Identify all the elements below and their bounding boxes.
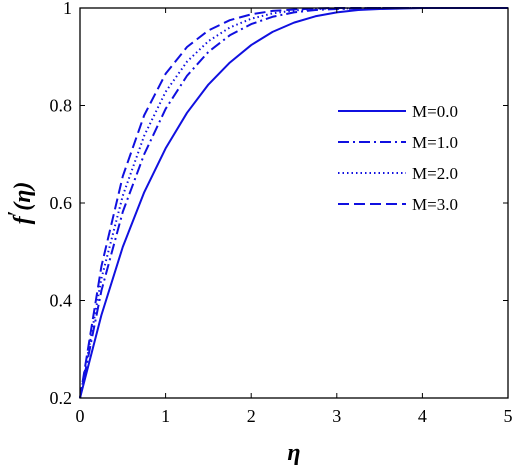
y-tick-label: 0.8 [50,96,73,116]
svg-text:f′(η): f′(η) [4,182,36,225]
x-tick-label: 1 [161,406,170,426]
y-tick-label: 0.6 [50,193,73,213]
x-tick-label: 5 [504,406,512,426]
legend-label-1: M=0.0 [412,102,458,121]
legend-label-4: M=3.0 [412,195,458,214]
legend-label-3: M=2.0 [412,164,458,183]
ticks-layer: 0 1 2 3 4 5 0.2 0.4 0.6 0.8 1 [50,0,512,426]
x-tick-label: 4 [418,406,427,426]
y-axis-label: f′(η) [4,182,36,225]
y-tick-label: 0.2 [50,388,73,408]
y-tick-label: 1 [63,0,72,18]
y-axis-label-arg: (η) [10,182,36,211]
y-tick-label: 0.4 [50,291,73,311]
y-axis-label-main: f [10,214,36,224]
x-tick-label: 2 [247,406,256,426]
legend: M=0.0 M=1.0 M=2.0 M=3.0 [338,102,458,214]
x-tick-label: 3 [332,406,341,426]
legend-label-2: M=1.0 [412,133,458,152]
x-tick-label: 0 [76,406,85,426]
y-axis-label-prime: ′ [4,211,26,217]
series-line-3 [79,7,508,399]
x-axis-label: η [287,440,300,466]
